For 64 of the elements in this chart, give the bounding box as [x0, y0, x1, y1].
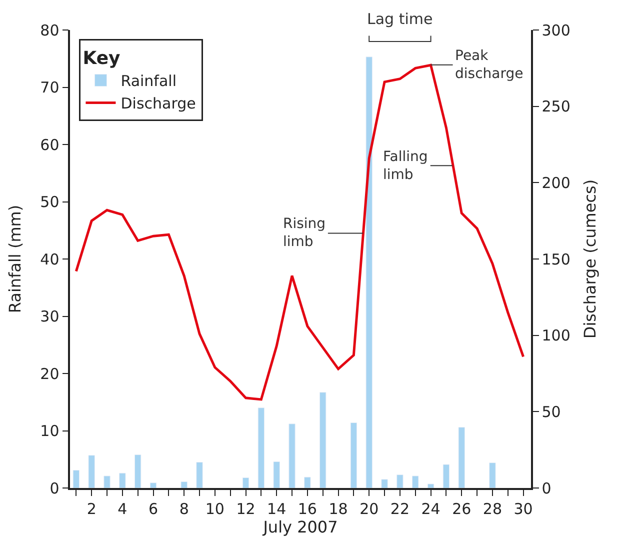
bar — [258, 408, 265, 488]
bar — [119, 472, 126, 488]
bar — [196, 462, 203, 488]
bar — [396, 474, 404, 488]
bar — [381, 479, 388, 488]
y2-tick-label: 300 — [542, 21, 570, 40]
bar — [489, 462, 496, 488]
y2-tick-label: 150 — [542, 250, 570, 268]
x-tick-label: 14 — [267, 500, 286, 518]
bar — [427, 484, 434, 488]
bar — [442, 464, 450, 488]
bar — [320, 392, 326, 488]
x-tick-label: 22 — [390, 500, 410, 518]
x-tick-label: 26 — [452, 500, 472, 518]
legend-label: Discharge — [120, 94, 196, 113]
bar — [273, 461, 280, 488]
annotation: Falling limb — [383, 149, 428, 184]
y2-tick-label: 200 — [542, 174, 570, 192]
x-tick-label: 28 — [482, 500, 502, 518]
bar — [288, 424, 296, 488]
legend-label: Rainfall — [120, 72, 176, 90]
bar — [104, 476, 110, 488]
bar — [88, 455, 95, 488]
annotation: Rising limb — [283, 216, 326, 250]
y-axis-title: Rainfall (mm) — [6, 204, 25, 314]
x-tick-label: 4 — [118, 500, 128, 518]
x-tick-label: 12 — [236, 500, 256, 518]
x-tick-label: 6 — [148, 500, 158, 518]
y-tick-label: 10 — [40, 422, 60, 440]
x-axis-title: July 2007 — [262, 518, 338, 537]
y2-tick-label: 0 — [542, 479, 552, 498]
bar — [458, 427, 465, 488]
legend-title: Key — [82, 48, 121, 70]
bar — [72, 470, 80, 488]
y-tick-label: 70 — [40, 78, 60, 96]
bar — [304, 476, 311, 488]
x-tick-label: 18 — [328, 500, 348, 518]
x-tick-label: 10 — [205, 500, 224, 518]
y2-tick-label: 250 — [542, 98, 570, 116]
x-tick-label: 16 — [298, 500, 317, 518]
y-tick-label: 60 — [40, 136, 60, 154]
bar — [242, 477, 250, 488]
y-tick-label: 50 — [40, 193, 60, 211]
y2-tick-label: 100 — [542, 326, 570, 345]
y2-tick-label: 50 — [542, 402, 561, 421]
y2-axis-title: Discharge (cumecs) — [580, 179, 600, 339]
bar — [134, 454, 142, 488]
y-tick-label: 40 — [40, 250, 60, 268]
bar — [150, 482, 157, 488]
y-tick-label: 0 — [50, 479, 60, 498]
x-tick-label: 24 — [421, 500, 440, 518]
text: Lag time — [367, 10, 433, 28]
bar — [366, 56, 372, 488]
x-tick-label: 2 — [86, 500, 96, 518]
bar — [350, 422, 358, 488]
annotation: Peak discharge — [455, 48, 524, 82]
y-tick-label: 80 — [40, 21, 60, 40]
x-tick-label: 8 — [179, 500, 189, 518]
y-tick-label: 20 — [40, 364, 60, 383]
x-tick-label: 20 — [360, 500, 379, 518]
bar — [180, 481, 188, 488]
y-tick-label: 30 — [40, 308, 60, 326]
x-tick-label: 30 — [514, 500, 533, 518]
bar — [412, 476, 419, 488]
